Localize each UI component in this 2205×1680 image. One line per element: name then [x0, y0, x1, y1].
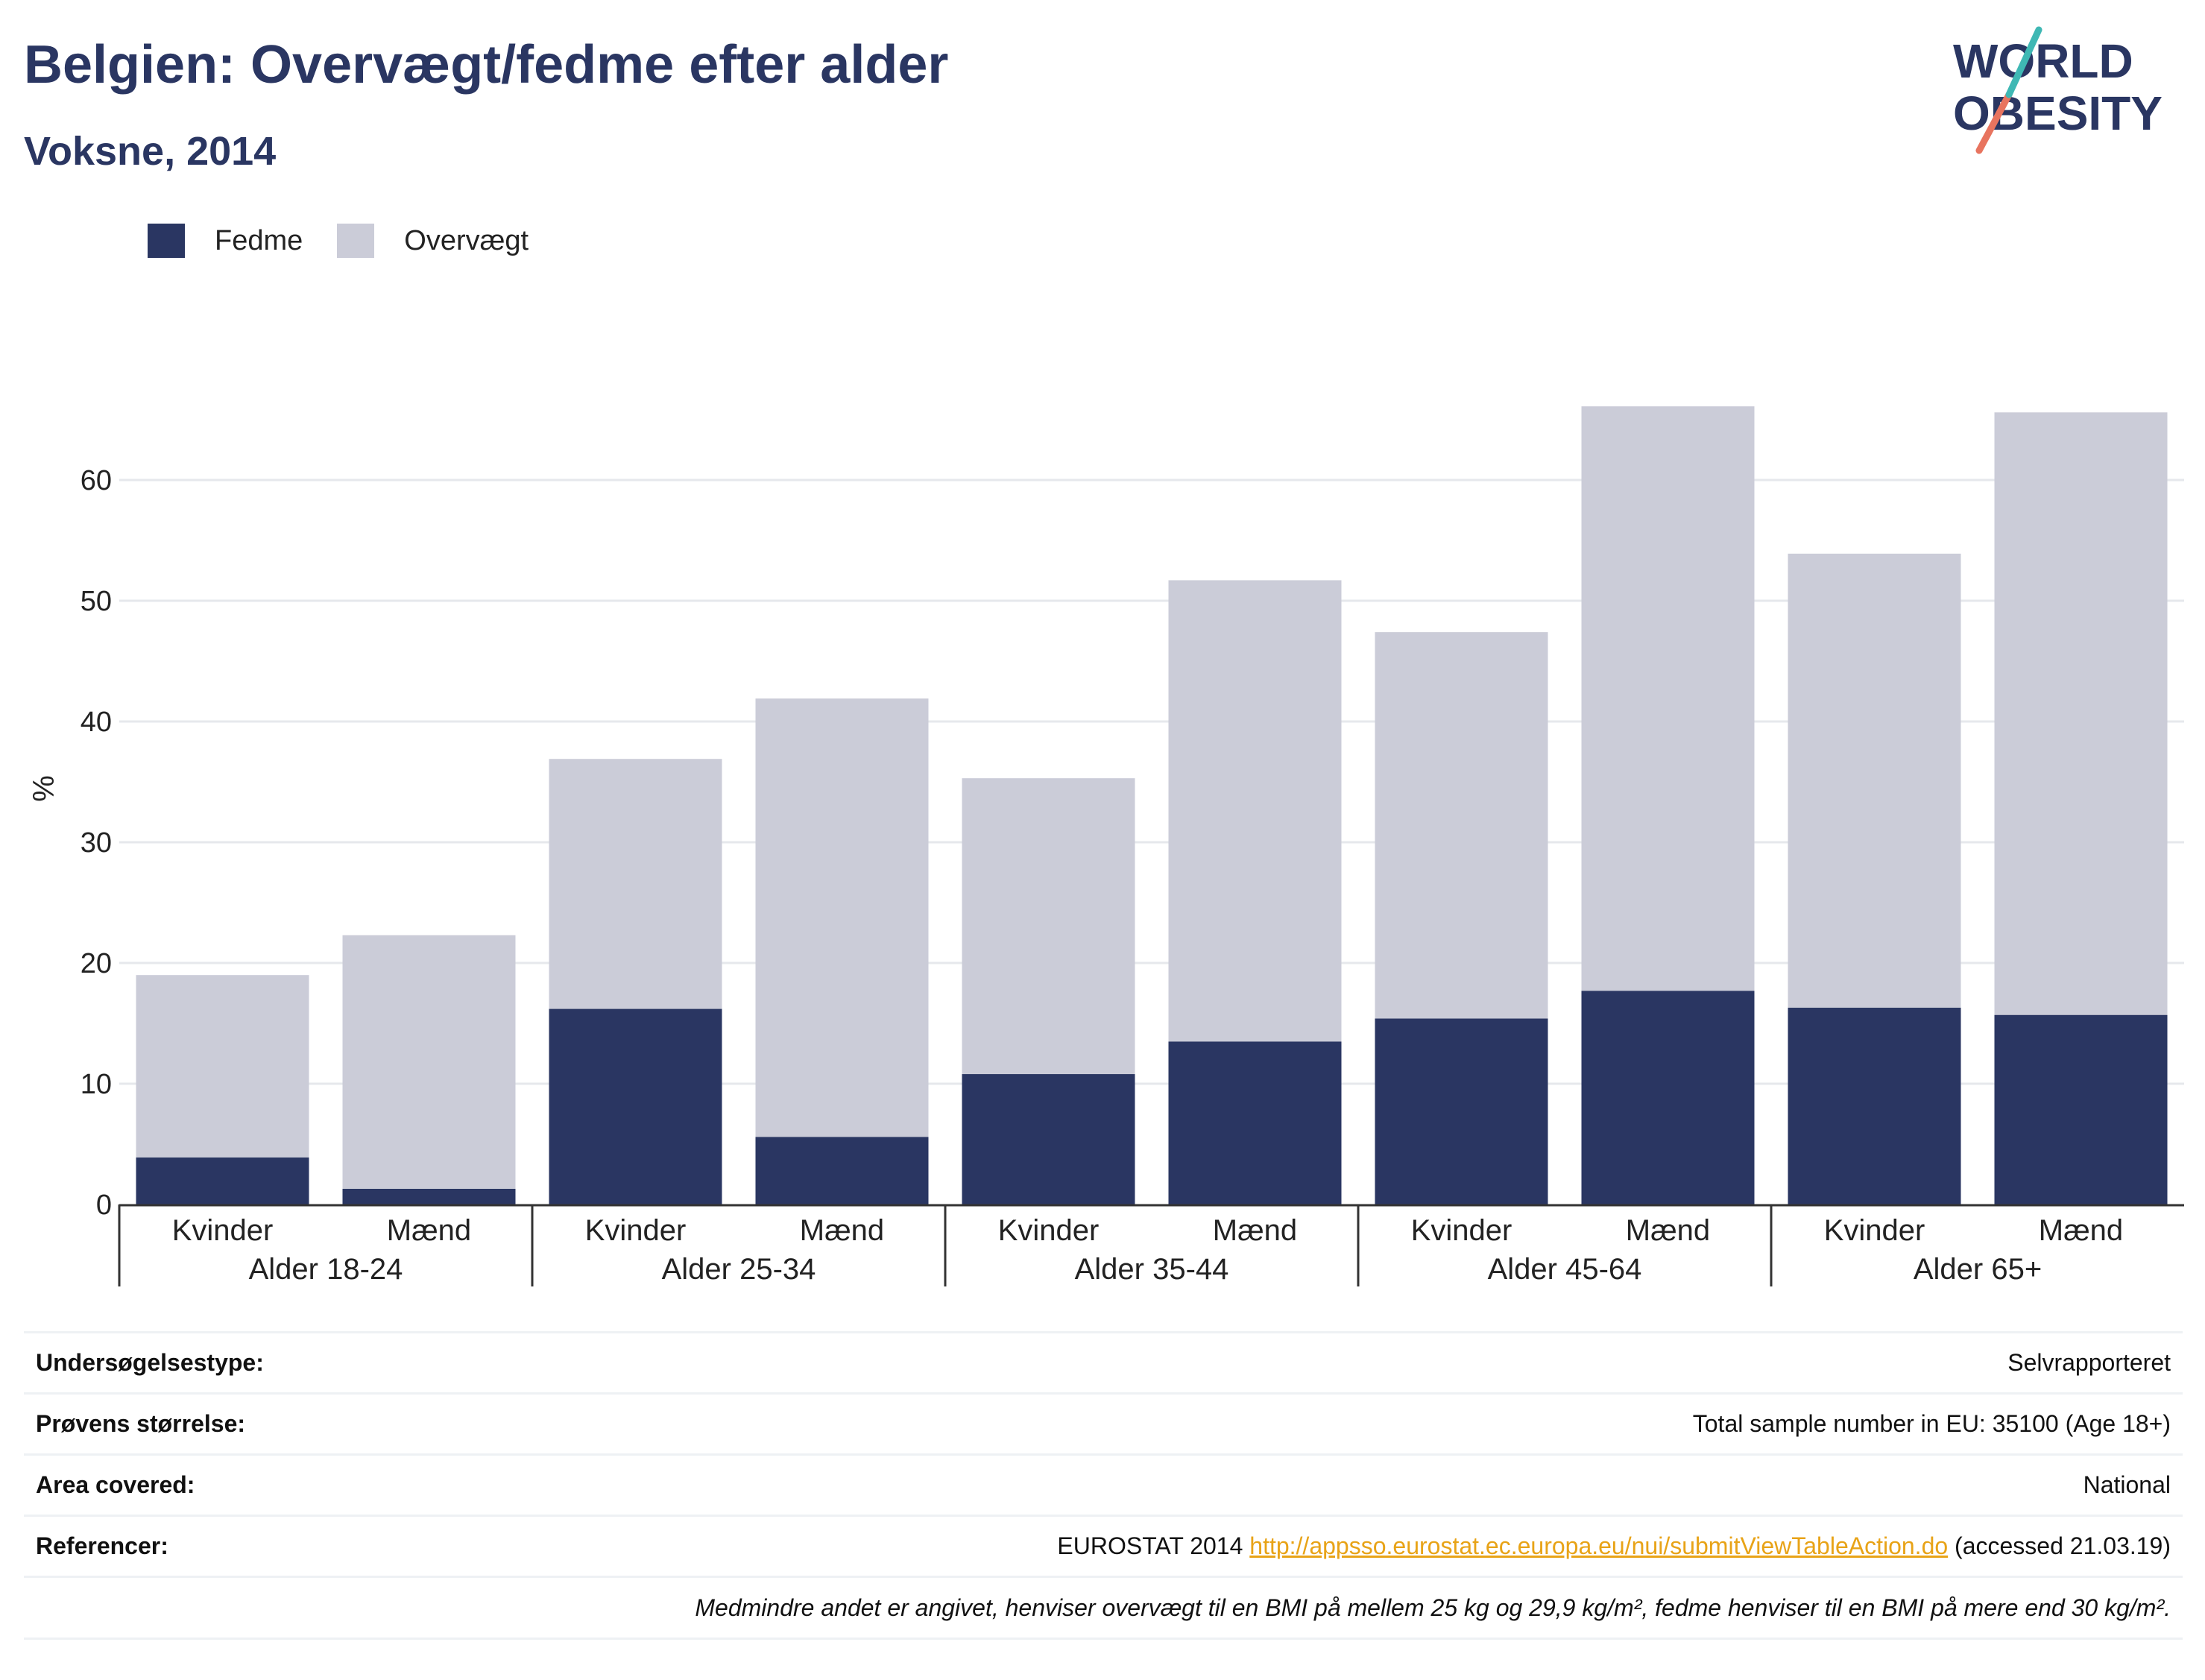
- x-tick-label: Mænd: [1626, 1214, 1710, 1247]
- y-tick-label: 60: [81, 465, 112, 496]
- bar-fedme: [136, 1157, 309, 1204]
- x-tick-label: Kvinder: [172, 1214, 274, 1247]
- bar-overvaegt: [342, 935, 516, 1189]
- group-label: Alder 65+: [1914, 1253, 2042, 1286]
- y-tick-label: 10: [81, 1069, 112, 1100]
- reference-value: EUROSTAT 2014 http://appsso.eurostat.ec.…: [1057, 1532, 2171, 1560]
- chart-subtitle: Voksne, 2014: [24, 129, 277, 174]
- group-label: Alder 45-64: [1488, 1253, 1642, 1286]
- x-tick-label: Mænd: [1213, 1214, 1297, 1247]
- y-axis-label: %: [28, 775, 60, 802]
- world-obesity-logo: WORLD OBESITY: [1953, 26, 2163, 154]
- bar-overvaegt: [1375, 632, 1548, 1019]
- legend-label-fedme: Fedme: [215, 224, 303, 256]
- bar-fedme: [1168, 1041, 1342, 1204]
- legend-item-overvaegt[interactable]: Overvægt: [337, 224, 529, 258]
- group-label: Alder 25-34: [662, 1253, 816, 1286]
- x-tick-label: Kvinder: [1411, 1214, 1512, 1247]
- info-key: Referencer:: [36, 1532, 168, 1559]
- y-tick-label: 30: [81, 827, 112, 859]
- stacked-bar-chart: 0 10 20 30 40 50 60% Kvinder Mænd Kvinder Mænd Kvin…: [28, 406, 2184, 1286]
- reference-prefix: EUROSTAT 2014: [1057, 1532, 1243, 1559]
- bar-fedme: [1788, 1007, 1961, 1204]
- group-label: Alder 18-24: [249, 1253, 403, 1286]
- y-tick-label: 50: [81, 586, 112, 617]
- legend-item-fedme[interactable]: Fedme: [148, 224, 303, 258]
- info-value: National: [2083, 1471, 2171, 1498]
- bar-fedme: [1375, 1018, 1548, 1204]
- bar-fedme: [962, 1074, 1135, 1204]
- y-tick-label: 40: [81, 707, 112, 738]
- logo-slash-teal: [2005, 26, 2042, 98]
- bar-fedme: [549, 1008, 722, 1204]
- x-tick-label: Mænd: [800, 1214, 884, 1247]
- x-tick-label: Kvinder: [998, 1214, 1100, 1247]
- bar-overvaegt: [1994, 412, 2168, 1015]
- bar-overvaegt: [1168, 580, 1342, 1042]
- info-row-area-covered: Area covered: National: [24, 1453, 2183, 1515]
- chart-title: Belgien: Overvægt/fedme efter alder: [24, 35, 949, 95]
- x-tick-label: Kvinder: [585, 1214, 687, 1247]
- bar-fedme: [342, 1188, 516, 1204]
- info-value: Total sample number in EU: 35100 (Age 18…: [1692, 1410, 2171, 1437]
- reference-suffix: (accessed 21.03.19): [1955, 1532, 2171, 1559]
- bar-fedme: [755, 1137, 929, 1204]
- y-tick-label: 0: [96, 1190, 112, 1221]
- info-row-survey-type: Undersøgelsestype: Selvrapporteret: [24, 1331, 2183, 1392]
- info-key: Undersøgelsestype:: [36, 1349, 264, 1376]
- info-row-sample-size: Prøvens størrelse: Total sample number i…: [24, 1392, 2183, 1453]
- info-key: Area covered:: [36, 1471, 195, 1498]
- footnote-row: Medmindre andet er angivet, henviser ove…: [24, 1576, 2183, 1640]
- bmi-footnote: Medmindre andet er angivet, henviser ove…: [695, 1594, 2171, 1621]
- logo-line1: WORLD: [1953, 34, 2133, 88]
- x-tick-label: Mænd: [387, 1214, 471, 1247]
- legend-swatch-fedme: [148, 224, 185, 258]
- chart-legend: Fedme Overvægt: [148, 222, 563, 259]
- bar-overvaegt: [549, 759, 722, 1009]
- reference-link[interactable]: http://appsso.eurostat.ec.europa.eu/nui/…: [1249, 1532, 1949, 1559]
- bar-overvaegt: [962, 778, 1135, 1075]
- bar-overvaegt: [755, 698, 929, 1137]
- bar-overvaegt: [1581, 406, 1755, 991]
- bar-fedme: [1581, 991, 1755, 1204]
- x-tick-label: Mænd: [2039, 1214, 2123, 1247]
- logo-slash-coral: [1975, 91, 2013, 154]
- group-label: Alder 35-44: [1075, 1253, 1229, 1286]
- legend-swatch-overvaegt: [337, 224, 375, 258]
- info-value: Selvrapporteret: [2007, 1349, 2171, 1376]
- info-table: Undersøgelsestype: Selvrapporteret Prøve…: [24, 1331, 2183, 1640]
- x-tick-label: Kvinder: [1824, 1214, 1925, 1247]
- bar-overvaegt: [136, 975, 309, 1158]
- bar-overvaegt: [1788, 553, 1961, 1008]
- y-tick-label: 20: [81, 948, 112, 979]
- legend-label-overvaegt: Overvægt: [404, 224, 529, 256]
- info-row-references: Referencer: EUROSTAT 2014 http://appsso.…: [24, 1515, 2183, 1576]
- info-key: Prøvens størrelse:: [36, 1410, 246, 1437]
- bar-fedme: [1994, 1014, 2168, 1204]
